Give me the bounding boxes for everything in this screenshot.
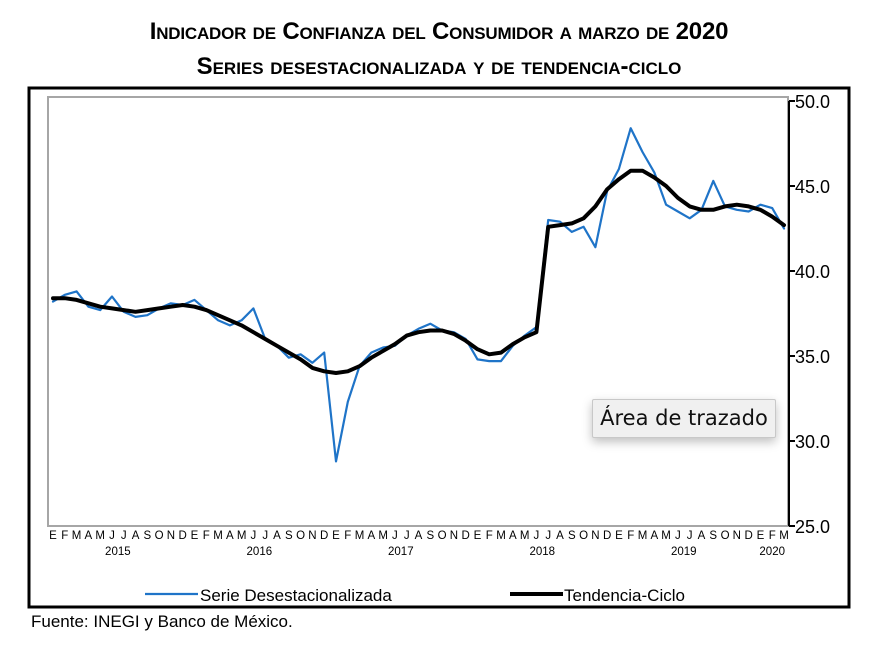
x-month-label: A (226, 530, 234, 542)
y-tick-label: 25.0 (795, 517, 830, 537)
x-month-label: J (545, 530, 551, 542)
x-year-label: 2020 (759, 546, 785, 558)
x-month-label: J (534, 530, 540, 542)
x-month-label: O (438, 530, 447, 542)
x-month-label: D (744, 530, 752, 542)
x-month-label: A (650, 530, 658, 542)
x-month-label: S (568, 530, 576, 542)
x-month-label: O (721, 530, 730, 542)
legend-label-serie: Serie Desestacionalizada (200, 586, 392, 605)
x-month-label: D (320, 530, 328, 542)
x-month-label: M (213, 530, 223, 542)
x-month-label: J (675, 530, 681, 542)
x-month-label: N (308, 530, 316, 542)
legend: Serie Desestacionalizada Tendencia-Ciclo (145, 586, 685, 605)
x-month-label: D (462, 530, 470, 542)
x-month-label: J (392, 530, 398, 542)
y-tick-label: 50.0 (795, 92, 830, 112)
x-month-label: N (450, 530, 458, 542)
x-month-label: F (203, 530, 210, 542)
x-month-label: M (355, 530, 365, 542)
x-month-label: S (426, 530, 434, 542)
x-month-label: M (95, 530, 105, 542)
series-line-desestacionalizada (51, 127, 786, 463)
x-year-label: 2016 (247, 546, 273, 558)
x-month-label: O (155, 530, 164, 542)
x-month-label: E (615, 530, 623, 542)
x-month-label: A (85, 530, 93, 542)
x-month-label: F (61, 530, 68, 542)
x-month-label: F (627, 530, 634, 542)
x-month-label: E (49, 530, 57, 542)
x-month-label: M (661, 530, 671, 542)
x-month-label: S (143, 530, 151, 542)
x-month-label: N (591, 530, 599, 542)
x-month-label: A (415, 530, 423, 542)
x-year-label: 2018 (530, 546, 556, 558)
source-footer: Fuente: INEGI y Banco de México. (31, 612, 293, 631)
x-month-label: S (709, 530, 717, 542)
x-month-label: E (191, 530, 199, 542)
x-year-label: 2015 (105, 546, 131, 558)
x-month-label: M (779, 530, 789, 542)
x-year-label: 2017 (388, 546, 414, 558)
x-month-label: M (496, 530, 506, 542)
x-month-label: J (262, 530, 268, 542)
x-month-label: E (474, 530, 482, 542)
x-month-label: A (509, 530, 517, 542)
x-year-label: 2019 (671, 546, 697, 558)
x-month-label: J (109, 530, 115, 542)
x-month-label: M (638, 530, 648, 542)
y-tick-label: 45.0 (795, 177, 830, 197)
y-tick-label: 40.0 (795, 262, 830, 282)
x-month-label: S (285, 530, 293, 542)
x-month-label: F (486, 530, 493, 542)
chart-title-line1: Indicador de Confianza del Consumidor a … (149, 18, 729, 45)
x-month-label: J (121, 530, 127, 542)
x-month-label: J (687, 530, 693, 542)
x-month-label: E (332, 530, 340, 542)
x-month-label: O (579, 530, 588, 542)
x-month-label: M (378, 530, 388, 542)
x-month-label: F (344, 530, 351, 542)
x-month-label: N (733, 530, 741, 542)
plot-area[interactable] (47, 96, 789, 527)
x-month-label: M (72, 530, 82, 542)
y-tick-label: 35.0 (795, 347, 830, 367)
x-month-label: F (769, 530, 776, 542)
x-month-label: A (368, 530, 376, 542)
x-month-label: D (179, 530, 187, 542)
chart-outer-frame (27, 86, 851, 609)
x-month-label: A (698, 530, 706, 542)
x-month-label: M (237, 530, 247, 542)
legend-label-tendencia: Tendencia-Ciclo (564, 586, 685, 605)
x-month-label: O (296, 530, 305, 542)
chart-title-line2: Series desestacionalizada y de tendencia… (196, 53, 682, 80)
x-month-label: D (603, 530, 611, 542)
x-month-label: A (132, 530, 140, 542)
series-lines (51, 127, 786, 463)
x-month-label: A (556, 530, 564, 542)
x-month-label: N (167, 530, 175, 542)
x-month-label: A (273, 530, 281, 542)
x-month-label: M (520, 530, 530, 542)
x-month-label: J (251, 530, 257, 542)
series-line-tendencia-ciclo (51, 168, 786, 375)
x-month-label: J (404, 530, 410, 542)
y-axis: 25.0 30.0 35.0 40.0 45.0 50.0 (788, 92, 830, 537)
y-tick-label: 30.0 (795, 432, 830, 452)
plot-area-tooltip: Área de trazado (592, 399, 776, 438)
x-month-label: E (757, 530, 765, 542)
